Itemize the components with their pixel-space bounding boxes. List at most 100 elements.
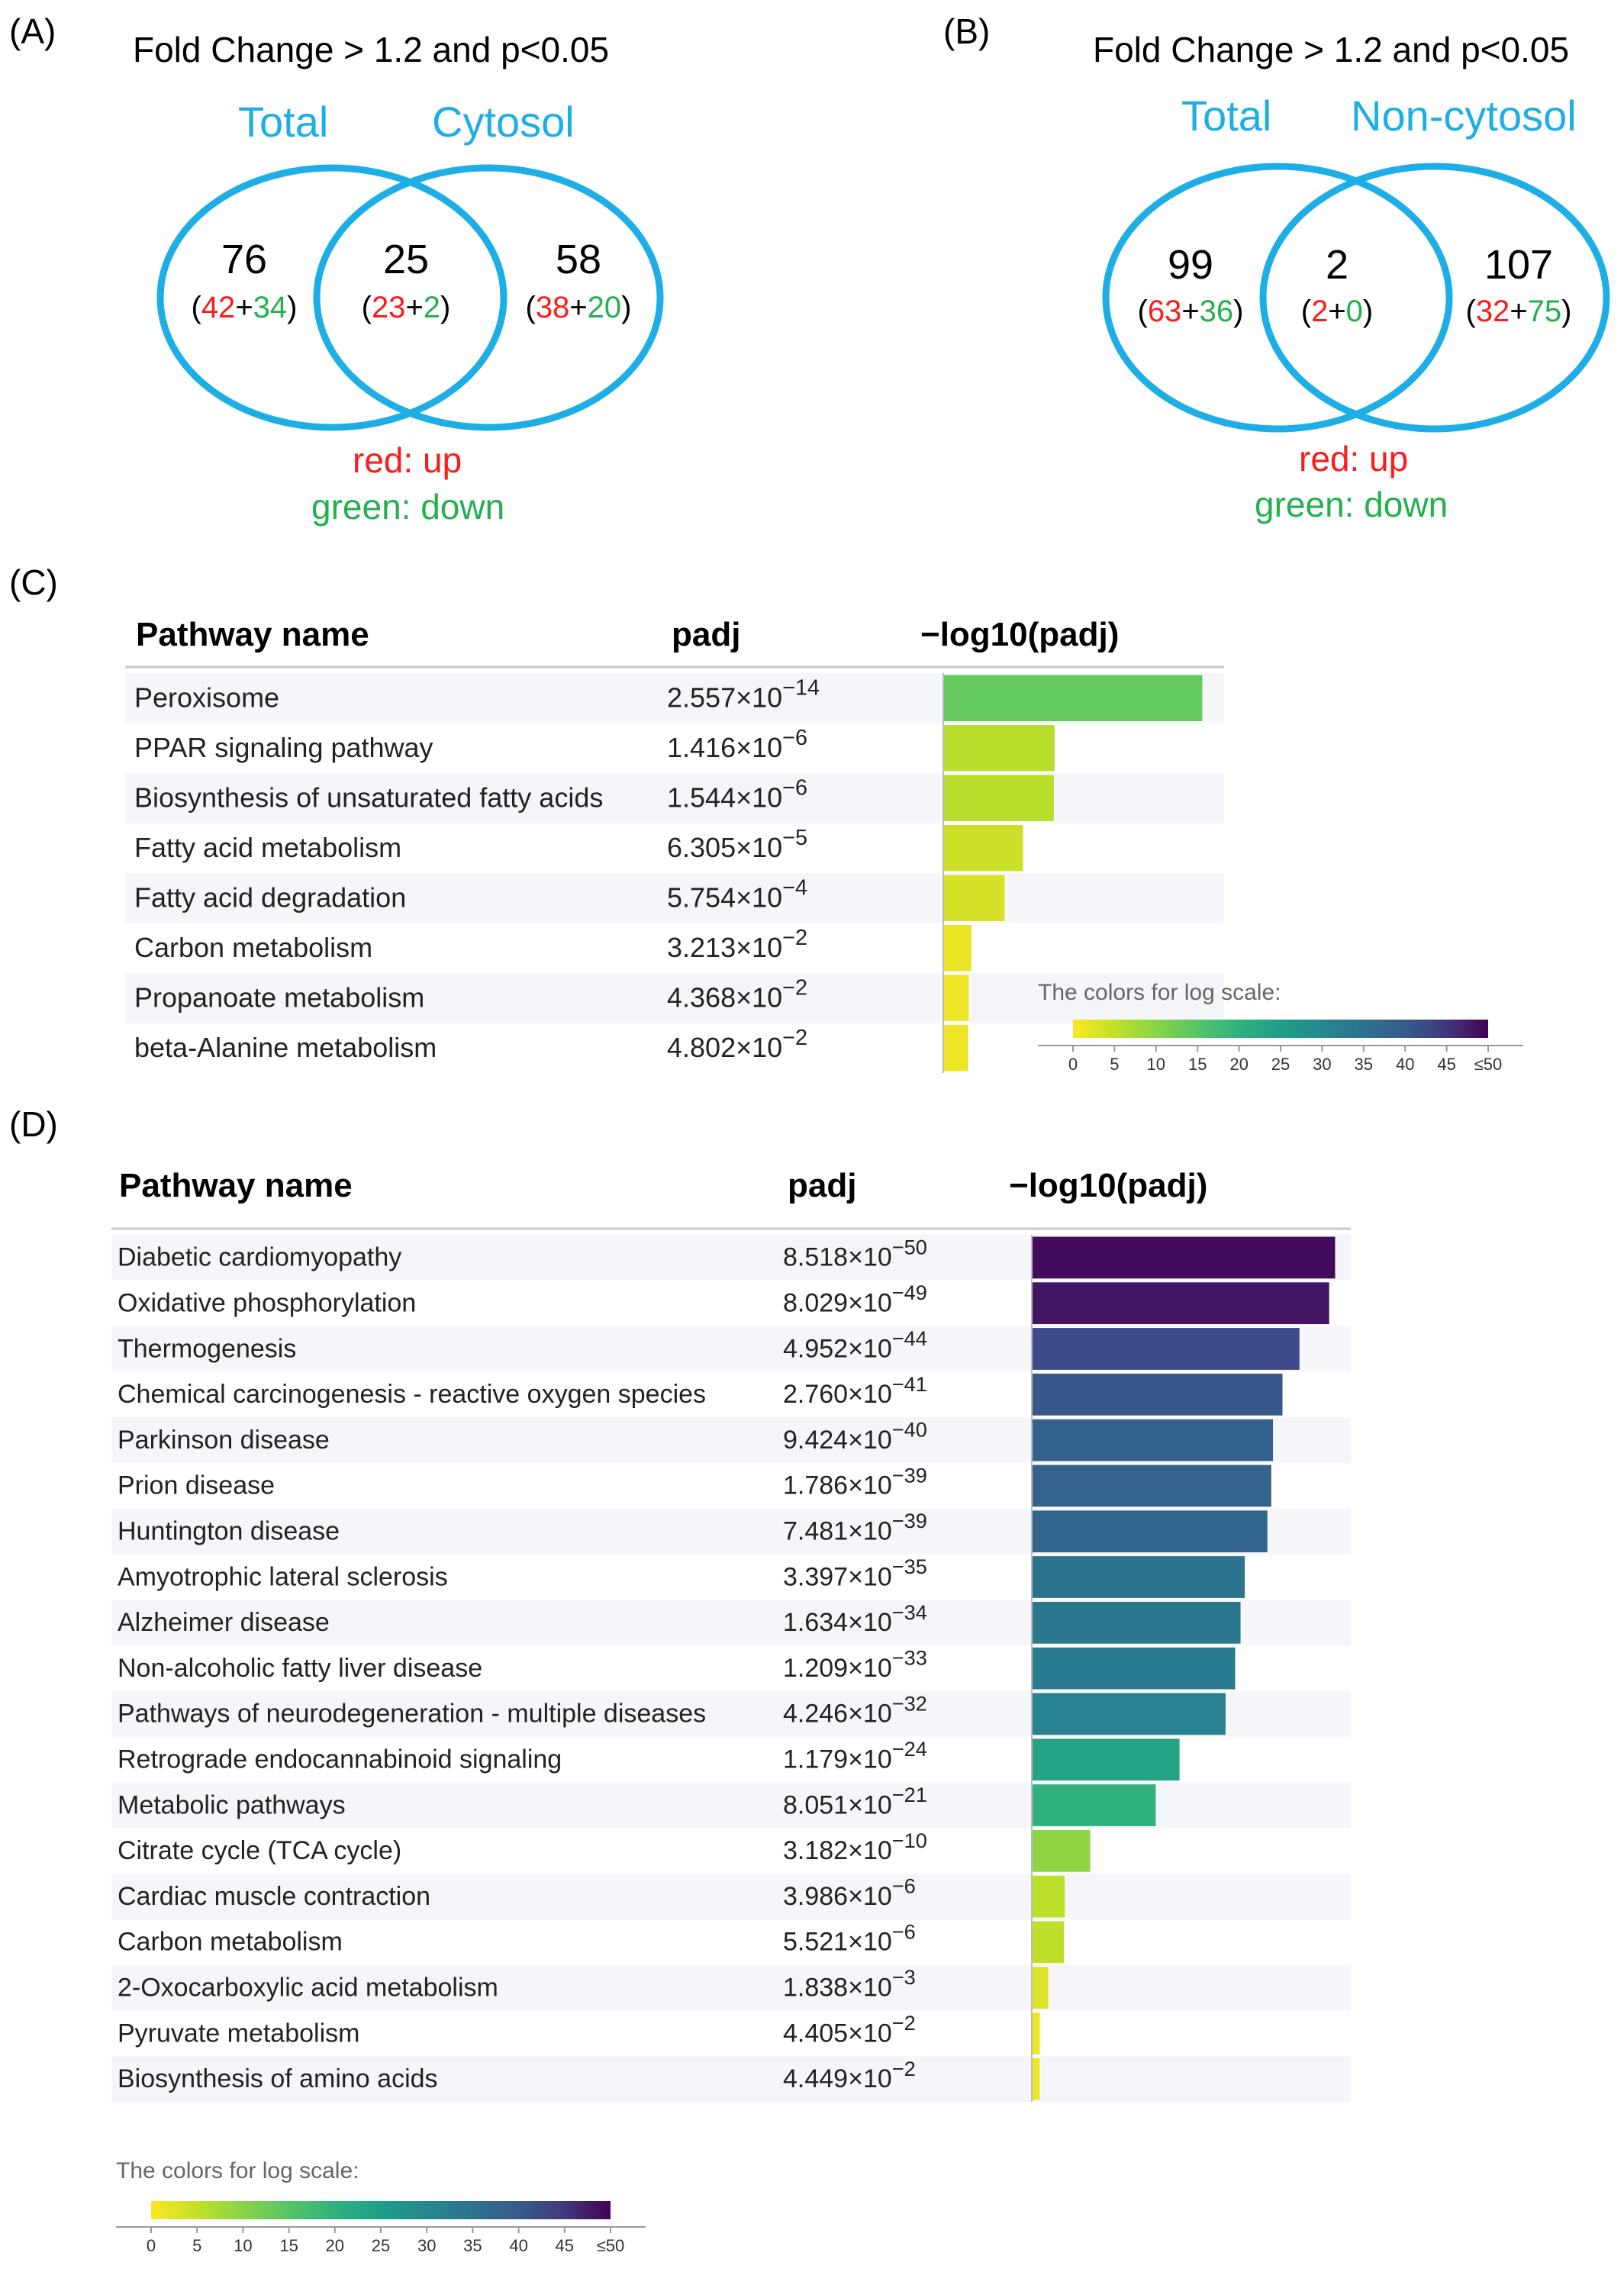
padj-value: 7.481×10−39 (783, 1509, 927, 1545)
venn-b-right-label: Non-cytosol (1351, 92, 1577, 140)
header-log10-padj: −log10(padj) (1009, 1167, 1207, 1204)
padj-value: 4.952×10−44 (783, 1326, 927, 1363)
venn-a-legend-down: green: down (311, 487, 505, 527)
padj-value: 1.179×10−24 (783, 1737, 927, 1774)
venn-a-title: Fold Change > 1.2 and p<0.05 (133, 30, 610, 69)
padj-value: 4.405×10−2 (783, 2011, 916, 2048)
colorscale-tick-label: 30 (417, 2236, 436, 2255)
pathway-name: Chemical carcinogenesis - reactive oxyge… (118, 1380, 706, 1409)
up-count: 63 (1147, 295, 1182, 328)
venn-b-right-circle (1259, 163, 1610, 433)
venn-b-left-total: 99 (1167, 242, 1214, 288)
padj-value: 3.213×10−2 (667, 926, 807, 963)
padj-value: 1.544×10−6 (667, 775, 807, 813)
row-stripe (111, 2056, 1351, 2103)
venn-a-right-label: Cytosol (432, 98, 575, 146)
padj-value: 8.051×10−21 (783, 1783, 927, 1819)
header-padj: padj (788, 1167, 856, 1204)
colorscale-tick-label: 15 (1188, 1055, 1207, 1074)
bar (1031, 1372, 1284, 1416)
pathway-name: Huntington disease (118, 1516, 340, 1545)
pathway-name: Thermogenesis (118, 1334, 296, 1363)
up-count: 38 (535, 291, 570, 324)
pathway-name: beta-Alanine metabolism (134, 1032, 437, 1063)
colorscale-tick-label: 25 (1271, 1055, 1290, 1074)
pathway-name: Amyotrophic lateral sclerosis (118, 1562, 448, 1591)
bar (1031, 1646, 1236, 1690)
row-stripe (125, 873, 1224, 923)
pathway-name: Biosynthesis of unsaturated fatty acids (134, 782, 603, 814)
pathway-name: 2-Oxocarboxylic acid metabolism (118, 1973, 498, 2002)
colorscale-tick-label: 35 (463, 2236, 482, 2255)
padj-value: 4.802×10−2 (667, 1026, 807, 1063)
padj-value: 4.246×10−32 (783, 1691, 927, 1728)
row-stripe (111, 1964, 1351, 2011)
bar (1031, 1236, 1336, 1280)
padj-value: 5.754×10−4 (667, 875, 807, 913)
pathway-name: Alzheimer disease (118, 1608, 330, 1637)
venn-b-left-circle (1102, 163, 1453, 433)
row-stripe (111, 1874, 1351, 1919)
colorscale-tick-label: 5 (1110, 1055, 1119, 1074)
padj-value: 8.518×10−50 (783, 1235, 927, 1271)
down-count: 34 (253, 291, 288, 324)
colorscale-tick-label: 10 (1147, 1055, 1165, 1074)
down-count: 2 (423, 291, 441, 324)
pathway-name: Cardiac muscle contraction (118, 1882, 430, 1911)
padj-value: 1.209×10−33 (783, 1646, 927, 1683)
colorscale-tick-label: 20 (326, 2236, 344, 2255)
pathway-name: Non-alcoholic fatty liver disease (118, 1654, 482, 1683)
pathway-name: PPAR signaling pathway (134, 732, 433, 763)
colorscale-tick-label: 25 (372, 2236, 390, 2255)
padj-value: 1.838×10−3 (783, 1965, 916, 2002)
colorscale-tick-label: 40 (509, 2236, 527, 2255)
colorscale-tick-label: ≤50 (1474, 1055, 1503, 1074)
bar (942, 774, 1055, 822)
venn-b-circles (1102, 163, 1610, 433)
panel-label-a: (A) (9, 11, 56, 51)
venn-a-right-split: (38+20) (525, 291, 632, 324)
colorscale-tick-label: 30 (1313, 1055, 1331, 1074)
colorscale-tick-label: 45 (1437, 1055, 1455, 1074)
panel-label-c: (C) (9, 562, 58, 602)
venn-b-middle-total: 2 (1325, 242, 1349, 288)
pathway-name: Oxidative phosphorylation (118, 1288, 416, 1317)
up-count: 32 (1475, 295, 1510, 328)
pathway-chart-d: Pathway name padj −log10(padj) Diabetic car… (111, 1167, 1351, 2255)
pathway-name: Diabetic cardiomyopathy (118, 1243, 401, 1272)
venn-a-right-total: 58 (555, 237, 602, 282)
header-padj: padj (672, 616, 740, 653)
pathway-name: Pathways of neurodegeneration - multiple… (118, 1700, 706, 1729)
colorscale-title: The colors for log scale: (116, 2158, 359, 2183)
pathway-name: Carbon metabolism (118, 1928, 343, 1957)
down-count: 20 (587, 291, 622, 324)
panel-label-d: (D) (9, 1104, 58, 1144)
row-stripe (125, 973, 1224, 1023)
down-count: 0 (1345, 295, 1363, 328)
colorscale-tick-label: 10 (234, 2236, 252, 2255)
bar (942, 824, 1024, 872)
venn-a-left-total: 76 (221, 237, 268, 282)
venn-b-middle-split: (2+0) (1300, 295, 1374, 328)
bar (1031, 1464, 1272, 1508)
down-count: 36 (1199, 295, 1234, 328)
bar (942, 1024, 969, 1072)
bar (1031, 1920, 1065, 1964)
venn-b-left-label: Total (1181, 92, 1272, 140)
up-count: 23 (371, 291, 406, 324)
pathway-name: Retrograde endocannabinoid signaling (118, 1745, 562, 1774)
bar (1031, 1281, 1330, 1326)
bar (1031, 1510, 1268, 1554)
bar (942, 874, 1006, 922)
pathway-name: Peroxisome (134, 682, 279, 714)
venn-a-circles (156, 164, 664, 431)
venn-b-right-total: 107 (1484, 242, 1554, 288)
pathway-name: Prion disease (118, 1471, 275, 1500)
bar (942, 924, 972, 972)
bar (1031, 2057, 1041, 2101)
pathway-name: Fatty acid metabolism (134, 832, 401, 863)
bar (1031, 1738, 1181, 1782)
venn-b-legend-down: green: down (1255, 485, 1448, 524)
padj-value: 2.760×10−41 (783, 1372, 927, 1409)
venn-a-right-circle (313, 164, 664, 431)
